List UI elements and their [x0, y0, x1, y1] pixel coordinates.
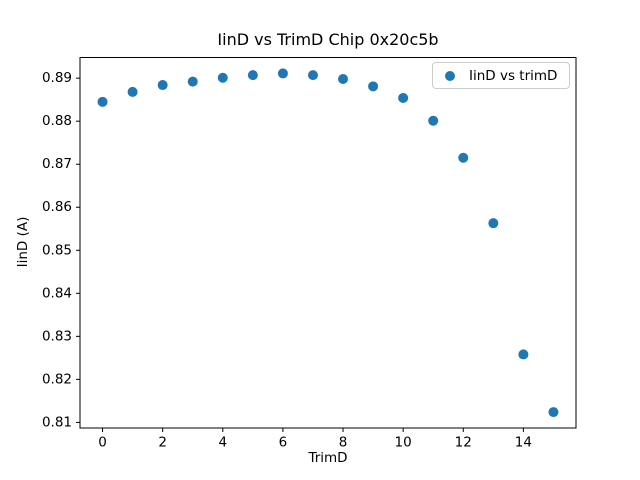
x-tick-label: 10 [395, 435, 412, 451]
y-tick-label: 0.86 [42, 199, 72, 215]
data-point [548, 407, 559, 418]
y-tick-label: 0.85 [42, 242, 72, 258]
legend-label: IinD vs trimD [469, 67, 558, 84]
data-point [157, 80, 168, 91]
axes-frame [79, 57, 577, 429]
data-point [428, 115, 439, 126]
x-tick-label: 12 [455, 435, 472, 451]
legend: IinD vs trimD [432, 62, 570, 89]
legend-marker-icon [445, 70, 455, 81]
data-point [338, 74, 349, 85]
data-point [127, 86, 138, 97]
data-point [187, 76, 198, 87]
y-tick-label: 0.89 [42, 70, 72, 86]
x-tick-label: 6 [279, 435, 288, 451]
data-point [518, 349, 529, 360]
data-point [368, 81, 379, 92]
y-tick-label: 0.88 [42, 113, 72, 129]
chart-title: IinD vs TrimD Chip 0x20c5b [217, 30, 439, 49]
y-tick-label: 0.81 [42, 414, 72, 430]
y-axis-label: IinD (A) [15, 216, 31, 268]
y-tick-label: 0.87 [42, 156, 72, 172]
data-point [307, 70, 318, 81]
data-point [217, 72, 228, 83]
x-axis-label: TrimD [308, 450, 348, 466]
data-point [398, 92, 409, 103]
x-tick-label: 8 [339, 435, 348, 451]
y-tick-label: 0.82 [42, 371, 72, 387]
y-tick-label: 0.84 [42, 285, 72, 301]
x-tick-label: 14 [515, 435, 532, 451]
x-tick-label: 2 [158, 435, 167, 451]
data-point [488, 218, 499, 229]
data-point [97, 96, 108, 107]
data-point [458, 152, 469, 163]
data-point [247, 70, 258, 81]
x-tick-label: 4 [218, 435, 227, 451]
y-tick-label: 0.83 [42, 328, 72, 344]
data-point [277, 68, 288, 79]
x-tick-label: 0 [98, 435, 107, 451]
